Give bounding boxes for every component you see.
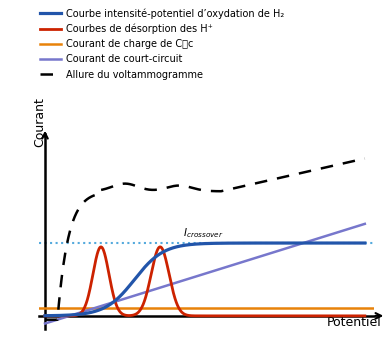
Legend: Courbe intensité-potentiel d’oxydation de H₂, Courbes de désorption des H⁺, Cour: Courbe intensité-potentiel d’oxydation d… [40,8,284,80]
Text: Courant: Courant [34,97,47,147]
Text: Potentiel: Potentiel [327,316,381,329]
Text: $I_{crossover}$: $I_{crossover}$ [183,226,223,240]
